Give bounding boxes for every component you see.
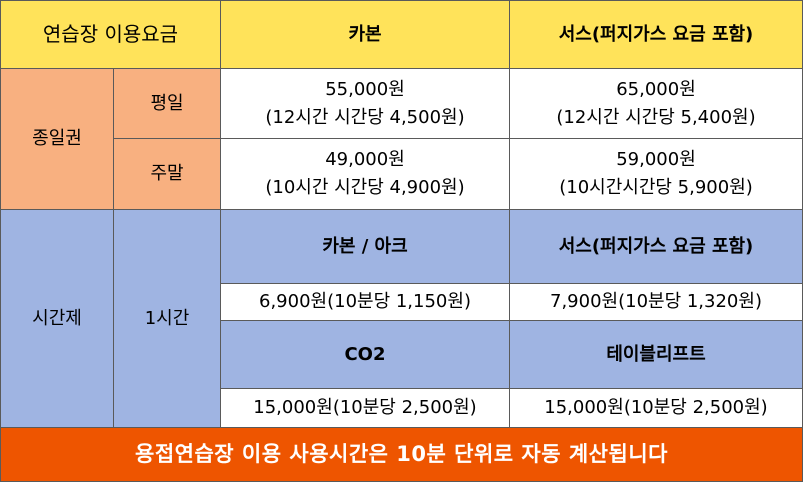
hourly-sus-price: 7,900원(10분당 1,320원) [509,283,803,321]
table-title: 연습장 이용요금 [0,0,221,69]
hourly-label-text: 시간제 [32,307,82,329]
weekday-label-text: 평일 [150,92,184,114]
hourly-sus-header: 서스(퍼지가스 요금 포함) [509,209,803,284]
carbon-arc-header-text: 카본 / 아크 [322,235,408,257]
header-carbon-text: 카본 [348,23,382,45]
carbon-arc-price-text: 6,900원(10분당 1,150원) [259,291,471,313]
weekday-sus-amount: 65,000원 [616,78,696,100]
carbon-arc-header: 카본 / 아크 [220,209,510,284]
weekend-carbon-amount: 49,000원 [325,149,405,171]
hourly-sus-header-text: 서스(퍼지가스 요금 포함) [558,235,754,257]
hourly-sus-price-text: 7,900원(10분당 1,320원) [550,291,762,313]
co2-price-text: 15,000원(10분당 2,500원) [253,397,477,419]
weekend-sus-amount: 59,000원 [616,149,696,171]
footer-notice: 용접연습장 이용 사용시간은 10분 단위로 자동 계산됩니다 [0,427,803,482]
weekend-label: 주말 [113,138,221,210]
weekday-carbon-price: 55,000원 (12시간 시간당 4,500원) [220,68,510,139]
footer-notice-text: 용접연습장 이용 사용시간은 10분 단위로 자동 계산됩니다 [135,442,668,467]
tailblit-price: 15,000원(10분당 2,500원) [509,388,803,428]
weekday-sus-price: 65,000원 (12시간 시간당 5,400원) [509,68,803,139]
co2-header: CO2 [220,320,510,389]
header-carbon: 카본 [220,0,510,69]
header-sus: 서스(퍼지가스 요금 포함) [509,0,803,69]
header-sus-text: 서스(퍼지가스 요금 포함) [558,23,754,45]
weekday-carbon-detail: (12시간 시간당 4,500원) [265,106,465,128]
weekend-carbon-detail: (10시간 시간당 4,900원) [265,177,465,198]
weekend-label-text: 주말 [150,163,184,185]
weekday-label: 평일 [113,68,221,139]
weekend-sus-price: 59,000원 (10시간시간당 5,900원) [509,138,803,210]
table-title-text: 연습장 이용요금 [42,22,179,46]
day-pass-label-text: 종일권 [32,128,82,150]
day-pass-label: 종일권 [0,68,114,210]
carbon-arc-price: 6,900원(10분당 1,150원) [220,283,510,321]
hourly-duration-text: 1시간 [144,307,190,329]
tailblit-header: 테이블리프트 [509,320,803,389]
co2-header-text: CO2 [344,343,386,365]
tailblit-price-text: 15,000원(10분당 2,500원) [544,397,768,419]
co2-price: 15,000원(10분당 2,500원) [220,388,510,428]
weekday-sus-detail: (12시간 시간당 5,400원) [556,106,756,128]
hourly-label: 시간제 [0,209,114,428]
weekend-sus-detail: (10시간시간당 5,900원) [559,177,753,198]
tailblit-header-text: 테이블리프트 [606,343,706,365]
hourly-duration: 1시간 [113,209,221,428]
weekday-carbon-amount: 55,000원 [325,78,405,100]
weekend-carbon-price: 49,000원 (10시간 시간당 4,900원) [220,138,510,210]
